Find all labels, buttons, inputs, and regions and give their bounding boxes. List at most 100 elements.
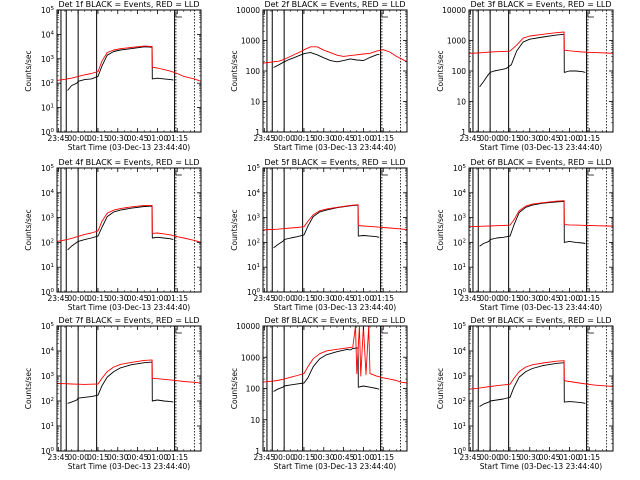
x-tick-label: 23:45 — [460, 294, 482, 303]
x-tick-label: 23:45 — [460, 453, 482, 462]
x-tick-label: 00:00 — [479, 453, 501, 462]
y-tick-label: 104 — [41, 347, 55, 356]
y-tick-label: 105 — [453, 164, 467, 173]
x-tick-label: 01:15 — [372, 453, 394, 462]
y-tick-label: 102 — [247, 238, 260, 247]
x-tick-label: 00:45 — [539, 453, 561, 462]
x-tick-label: 23:45 — [48, 453, 70, 462]
x-tick-label: 01:15 — [578, 294, 600, 303]
chart-title: Det 7f BLACK = Events, RED = LLD — [58, 316, 199, 325]
x-tick-label: 00:15 — [499, 453, 521, 462]
y-tick-label: 10 — [250, 416, 260, 425]
series-line-events — [479, 362, 586, 407]
y-tick-label: 100 — [41, 128, 55, 137]
x-tick-label: 01:15 — [578, 453, 600, 462]
x-tick-label: 00:00 — [273, 134, 295, 143]
chart-panel-2: Det 2f BLACK = Events, RED = LLD 1 10 100 10… — [230, 0, 408, 152]
plot-frame — [56, 167, 202, 293]
x-tick-label: 01:00 — [559, 134, 581, 143]
y-axis-label: Counts/sec — [230, 209, 239, 250]
chart-title: Det 8f BLACK = Events, RED = LLD — [264, 316, 405, 325]
x-tick-label: 01:00 — [559, 453, 581, 462]
y-tick-label: 104 — [453, 347, 467, 356]
y-tick-label: 102 — [41, 397, 54, 406]
marker-flag — [381, 12, 388, 18]
x-tick-label: 00:30 — [107, 134, 129, 143]
y-tick-label: 104 — [247, 189, 261, 198]
series-line-events — [67, 361, 174, 404]
series-line-events — [479, 33, 586, 88]
plot-frame — [56, 325, 202, 452]
series-line-lld — [469, 31, 613, 54]
series-line-events — [273, 52, 380, 68]
y-tick-label: 10000 — [236, 6, 260, 15]
x-tick-label: 01:15 — [166, 453, 188, 462]
chart-panel-8: Det 8f BLACK = Events, RED = LLD 1 10 100 10… — [230, 316, 408, 471]
y-tick-label: 1 — [255, 128, 260, 137]
y-tick-label: 100 — [452, 67, 467, 76]
chart-title: Det 6f BLACK = Events, RED = LLD — [470, 158, 611, 167]
y-tick-label: 100 — [453, 447, 467, 456]
x-tick-label: 01:00 — [147, 453, 169, 462]
y-tick-label: 100 — [246, 385, 261, 394]
y-tick-label: 103 — [247, 214, 261, 223]
chart-panel-6: Det 6f BLACK = Events, RED = LLD 100 101 10… — [436, 158, 614, 312]
y-tick-label: 101 — [453, 422, 466, 431]
y-axis-label: Counts/sec — [230, 368, 239, 409]
y-axis-label: Counts/sec — [436, 209, 445, 250]
marker-flag — [587, 170, 594, 176]
series-line-lld — [57, 45, 201, 82]
y-axis-label: Counts/sec — [436, 50, 445, 91]
x-axis-label: Start Time (03-Dec-13 23:44:40) — [480, 462, 602, 471]
y-axis-label: Counts/sec — [24, 209, 33, 250]
chart-panel-5: Det 5f BLACK = Events, RED = LLD 100 101 10… — [230, 158, 408, 312]
x-tick-label: 00:45 — [539, 134, 561, 143]
y-tick-label: 102 — [453, 238, 466, 247]
chart-title: Det 5f BLACK = Events, RED = LLD — [264, 158, 405, 167]
x-tick-label: 23:45 — [460, 134, 482, 143]
x-axis-label: Start Time (03-Dec-13 23:44:40) — [68, 143, 190, 152]
x-tick-label: 00:45 — [333, 294, 355, 303]
x-tick-label: 23:45 — [48, 134, 70, 143]
x-tick-label: 00:15 — [293, 294, 315, 303]
y-tick-label: 100 — [41, 288, 55, 297]
plot-frame — [468, 325, 614, 452]
x-tick-label: 00:00 — [67, 453, 89, 462]
x-tick-label: 00:30 — [519, 453, 541, 462]
y-tick-label: 1000 — [241, 353, 260, 362]
x-tick-label: 00:30 — [313, 453, 335, 462]
series-line-lld — [263, 204, 407, 231]
series-line-events — [273, 204, 380, 249]
x-tick-label: 23:45 — [254, 453, 276, 462]
chart-title: Det 9f BLACK = Events, RED = LLD — [470, 316, 611, 325]
x-tick-label: 00:30 — [519, 134, 541, 143]
x-tick-label: 00:30 — [519, 294, 541, 303]
y-tick-label: 105 — [41, 6, 55, 15]
marker-flag — [175, 12, 182, 18]
y-tick-label: 101 — [41, 263, 54, 272]
x-tick-label: 00:00 — [479, 134, 501, 143]
marker-flag — [175, 170, 182, 176]
y-tick-label: 103 — [41, 214, 55, 223]
x-tick-label: 00:00 — [479, 294, 501, 303]
marker-flag — [175, 328, 182, 334]
x-axis-label: Start Time (03-Dec-13 23:44:40) — [480, 303, 602, 312]
series-line-lld — [263, 326, 407, 384]
y-tick-label: 100 — [247, 288, 261, 297]
x-tick-label: 00:15 — [87, 453, 109, 462]
y-tick-label: 10000 — [236, 322, 260, 331]
y-axis-label: Counts/sec — [24, 368, 33, 409]
y-tick-label: 102 — [41, 79, 54, 88]
x-tick-label: 01:00 — [353, 294, 375, 303]
chart-title: Det 3f BLACK = Events, RED = LLD — [470, 0, 611, 9]
series-line-lld — [57, 204, 201, 243]
x-tick-label: 00:00 — [273, 294, 295, 303]
y-tick-label: 10000 — [442, 6, 466, 15]
y-tick-label: 104 — [41, 189, 55, 198]
x-tick-label: 00:45 — [333, 453, 355, 462]
x-tick-label: 00:00 — [273, 453, 295, 462]
x-tick-label: 01:15 — [166, 134, 188, 143]
x-tick-label: 00:30 — [313, 294, 335, 303]
y-tick-label: 10 — [456, 98, 466, 107]
